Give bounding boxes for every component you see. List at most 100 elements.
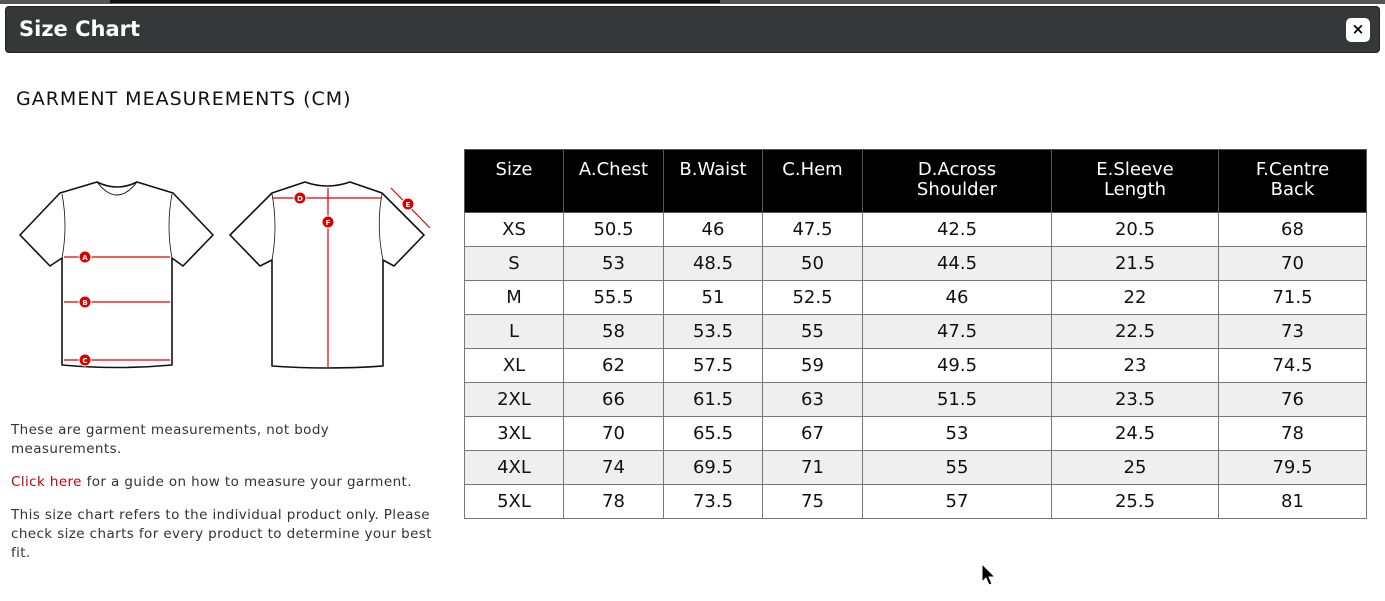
column-header: Size (464, 149, 564, 213)
measurement-cell: 66 (563, 382, 664, 417)
measurement-cell: 57.5 (663, 348, 763, 383)
measurement-cell: 63 (762, 382, 863, 417)
measurement-cell: 53 (563, 246, 664, 281)
measurement-cell: 48.5 (663, 246, 763, 281)
column-header: E.Sleeve Length (1051, 149, 1219, 213)
measurement-cell: 46 (862, 280, 1052, 315)
measurement-cell: 58 (563, 314, 664, 349)
size-cell: 4XL (464, 450, 564, 485)
measurement-cell: 70 (563, 416, 664, 451)
measurement-cell: 50.5 (563, 212, 664, 247)
measurement-cell: 50 (762, 246, 863, 281)
size-cell: L (464, 314, 564, 349)
measurement-cell: 42.5 (862, 212, 1052, 247)
table-row: XL 62 57.5 59 49.5 23 74.5 (464, 348, 1367, 383)
measurement-cell: 22.5 (1051, 314, 1219, 349)
size-cell: S (464, 246, 564, 281)
size-cell: XL (464, 348, 564, 383)
measurement-cell: 71 (762, 450, 863, 485)
measurement-cell: 53 (862, 416, 1052, 451)
measurement-cell: 67 (762, 416, 863, 451)
measurement-cell: 53.5 (663, 314, 763, 349)
section-heading: GARMENT MEASUREMENTS (CM) (16, 88, 352, 110)
svg-text:C: C (82, 357, 87, 365)
table-row: 2XL 66 61.5 63 51.5 23.5 76 (464, 382, 1367, 417)
measurement-cell: 55.5 (563, 280, 664, 315)
size-cell: M (464, 280, 564, 315)
close-button[interactable]: × (1346, 18, 1370, 42)
measurement-cell: 61.5 (663, 382, 763, 417)
measurement-cell: 23 (1051, 348, 1219, 383)
marker-f (321, 215, 335, 229)
table-row: XS 50.5 46 47.5 42.5 20.5 68 (464, 212, 1367, 247)
measurement-cell: 69.5 (663, 450, 763, 485)
table-row: S 53 48.5 50 44.5 21.5 70 (464, 246, 1367, 281)
measurement-cell: 75 (762, 484, 863, 519)
column-header: F.Centre Back (1218, 149, 1367, 213)
marker-c (78, 353, 92, 367)
table-row: 5XL 78 73.5 75 57 25.5 81 (464, 484, 1367, 519)
measurement-cell: 44.5 (862, 246, 1052, 281)
table-row: 4XL 74 69.5 71 55 25 79.5 (464, 450, 1367, 485)
note-product: This size chart refers to the individual… (11, 507, 432, 561)
mouse-cursor-icon (981, 563, 997, 586)
measurement-cell: 25.5 (1051, 484, 1219, 519)
measurement-cell: 78 (563, 484, 664, 519)
notes: These are garment measurements, not body… (11, 421, 441, 577)
measurement-cell: 57 (862, 484, 1052, 519)
measurement-cell: 65.5 (663, 416, 763, 451)
measurement-cell: 68 (1218, 212, 1367, 247)
marker-a (78, 250, 92, 264)
measurement-cell: 71.5 (1218, 280, 1367, 315)
column-header: D.Across Shoulder (862, 149, 1052, 213)
marker-b (78, 295, 92, 309)
top-strip (0, 0, 1385, 4)
back-shirt-outline (229, 181, 425, 369)
table-row: M 55.5 51 52.5 46 22 71.5 (464, 280, 1367, 315)
svg-text:F: F (326, 219, 331, 227)
measurement-cell: 46 (663, 212, 763, 247)
measure-guide-link[interactable]: Click here (11, 474, 82, 490)
measurement-cell: 24.5 (1051, 416, 1219, 451)
svg-text:D: D (297, 195, 303, 203)
measurement-cell: 81 (1218, 484, 1367, 519)
front-shirt-outline (19, 181, 214, 369)
measurement-cell: 73 (1218, 314, 1367, 349)
measurement-cell: 49.5 (862, 348, 1052, 383)
measurement-cell: 76 (1218, 382, 1367, 417)
svg-text:E: E (406, 201, 411, 209)
measurement-cell: 47.5 (862, 314, 1052, 349)
modal-title: Size Chart (19, 17, 141, 41)
measurement-cell: 20.5 (1051, 212, 1219, 247)
note-garment: These are garment measurements, not body… (11, 422, 330, 457)
measurement-cell: 62 (563, 348, 664, 383)
column-header: C.Hem (762, 149, 863, 213)
measurement-cell: 23.5 (1051, 382, 1219, 417)
measurement-cell: 21.5 (1051, 246, 1219, 281)
table-row: 3XL 70 65.5 67 53 24.5 78 (464, 416, 1367, 451)
measurement-cell: 22 (1051, 280, 1219, 315)
marker-e (401, 197, 415, 211)
table-row: L 58 53.5 55 47.5 22.5 73 (464, 314, 1367, 349)
measurement-cell: 52.5 (762, 280, 863, 315)
size-table: Size A.Chest B.Waist C.Hem D.Across Shoulder E… (464, 149, 1367, 519)
measurement-cell: 47.5 (762, 212, 863, 247)
size-cell: XS (464, 212, 564, 247)
measurement-cell: 73.5 (663, 484, 763, 519)
garment-diagram: A B C D E F (19, 181, 431, 369)
svg-text:B: B (82, 299, 87, 307)
measurement-cell: 25 (1051, 450, 1219, 485)
measurement-cell: 51.5 (862, 382, 1052, 417)
measurement-cell: 55 (762, 314, 863, 349)
note-guide: Click here for a guide on how to measure… (11, 474, 412, 490)
column-header: B.Waist (663, 149, 763, 213)
size-cell: 2XL (464, 382, 564, 417)
column-header: A.Chest (563, 149, 664, 213)
measurement-cell: 55 (862, 450, 1052, 485)
measurement-cell: 74 (563, 450, 664, 485)
size-cell: 3XL (464, 416, 564, 451)
marker-d (293, 191, 307, 205)
measurement-cell: 74.5 (1218, 348, 1367, 383)
svg-text:A: A (82, 254, 88, 262)
measurement-cell: 79.5 (1218, 450, 1367, 485)
